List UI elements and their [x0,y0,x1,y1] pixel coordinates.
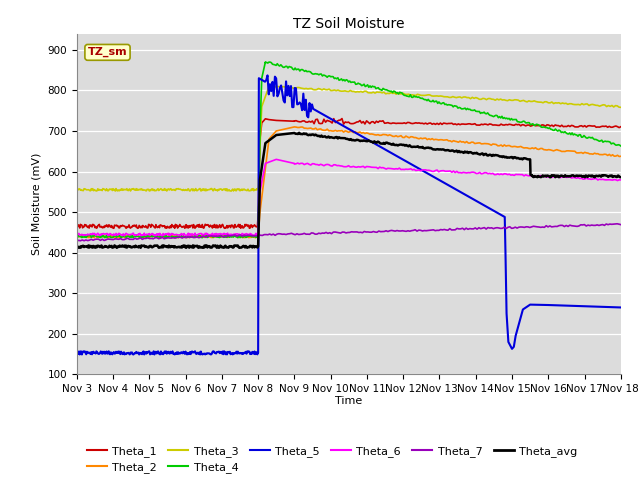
Title: TZ Soil Moisture: TZ Soil Moisture [293,17,404,31]
Y-axis label: Soil Moisture (mV): Soil Moisture (mV) [32,153,42,255]
X-axis label: Time: Time [335,396,362,406]
Legend: Theta_1, Theta_2, Theta_3, Theta_4, Theta_5, Theta_6, Theta_7, Theta_avg: Theta_1, Theta_2, Theta_3, Theta_4, Thet… [83,441,582,478]
Text: TZ_sm: TZ_sm [88,47,127,58]
